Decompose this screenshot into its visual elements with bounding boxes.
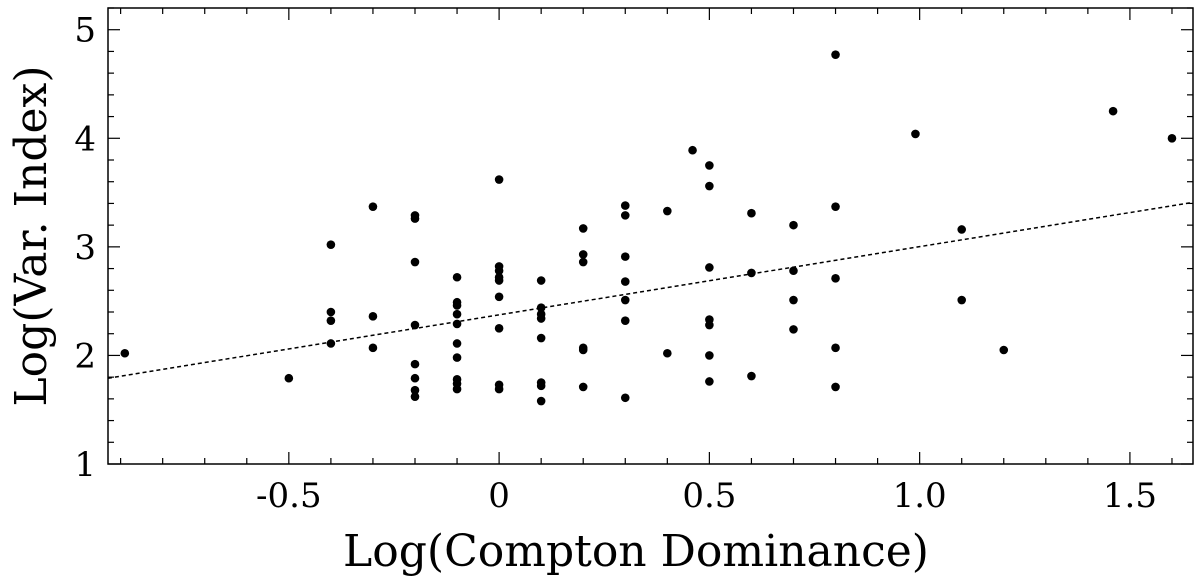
data-point <box>747 268 756 278</box>
data-point <box>536 314 546 323</box>
data-point <box>911 129 920 139</box>
data-point <box>326 307 336 317</box>
y-axis-title: Log(Var. Index) <box>6 65 57 406</box>
data-point <box>620 316 630 325</box>
trend-line <box>107 201 1194 379</box>
data-point <box>705 320 714 330</box>
data-point <box>536 396 546 406</box>
data-point <box>410 214 420 223</box>
data-point <box>452 319 462 329</box>
data-point <box>536 303 546 312</box>
data-point <box>410 385 420 395</box>
y-tick-label: 3 <box>74 228 96 268</box>
data-point <box>410 320 420 330</box>
data-point <box>578 250 588 259</box>
data-point <box>494 266 504 276</box>
data-point <box>688 145 697 155</box>
data-point <box>957 225 967 234</box>
data-point <box>747 208 756 218</box>
data-point <box>494 276 504 285</box>
y-tick-label: 4 <box>74 119 96 159</box>
data-point <box>789 325 798 334</box>
data-point <box>452 384 462 394</box>
data-point <box>494 292 504 302</box>
data-point <box>452 272 462 282</box>
data-point <box>494 384 504 394</box>
data-point <box>789 220 798 230</box>
data-point <box>536 333 546 343</box>
data-point <box>326 339 336 348</box>
data-point <box>536 276 546 285</box>
data-point <box>452 301 462 310</box>
data-point <box>705 181 714 191</box>
tick-labels: -0.5 0 0.5 1.0 1.5 1 2 3 4 5 <box>74 11 1157 516</box>
data-point <box>410 359 420 369</box>
data-point <box>831 274 840 283</box>
data-point <box>120 348 130 358</box>
data-point <box>620 201 630 210</box>
data-points <box>120 50 1177 406</box>
x-tick-label: 1.5 <box>1103 476 1157 516</box>
data-point <box>368 312 378 321</box>
data-point <box>578 257 588 267</box>
x-tick-label: 0.5 <box>682 476 736 516</box>
x-tick-label: -0.5 <box>256 476 322 516</box>
data-point <box>410 257 420 267</box>
data-point <box>831 202 840 211</box>
x-tick-label: 0 <box>488 476 510 516</box>
data-point <box>368 202 378 211</box>
data-point <box>705 161 714 170</box>
y-tick-label: 1 <box>74 445 96 485</box>
data-point <box>999 345 1009 355</box>
data-point <box>747 371 756 381</box>
data-point <box>326 316 336 325</box>
data-point <box>831 382 840 392</box>
data-point <box>452 353 462 362</box>
data-point <box>620 277 630 286</box>
data-point <box>410 373 420 383</box>
y-tick-label: 2 <box>74 336 96 376</box>
data-point <box>663 348 672 358</box>
data-point <box>831 343 840 353</box>
x-axis-title: Log(Compton Dominance) <box>343 526 929 577</box>
data-point <box>578 382 588 392</box>
data-point <box>620 295 630 305</box>
data-point <box>578 345 588 355</box>
data-point <box>1108 106 1118 116</box>
data-point <box>663 206 672 216</box>
data-point <box>789 295 798 305</box>
data-point <box>494 323 504 333</box>
data-point <box>326 240 336 249</box>
data-point <box>452 309 462 319</box>
data-point <box>705 263 714 272</box>
data-point <box>620 252 630 261</box>
data-point <box>831 50 840 59</box>
data-point <box>368 343 378 353</box>
x-tick-label: 1.0 <box>893 476 947 516</box>
data-point <box>494 175 504 184</box>
data-point <box>410 392 420 401</box>
data-point <box>957 295 967 305</box>
y-tick-label: 5 <box>74 11 96 51</box>
data-point <box>1167 133 1177 143</box>
data-point <box>536 381 546 391</box>
data-point <box>620 393 630 403</box>
data-point <box>452 339 462 348</box>
data-point <box>578 224 588 233</box>
data-point <box>284 373 294 383</box>
data-point <box>620 211 630 220</box>
data-point <box>789 266 798 276</box>
axis-ticks <box>108 7 1193 465</box>
data-point <box>705 351 714 360</box>
plot-frame <box>107 7 1194 465</box>
data-point <box>705 377 714 386</box>
